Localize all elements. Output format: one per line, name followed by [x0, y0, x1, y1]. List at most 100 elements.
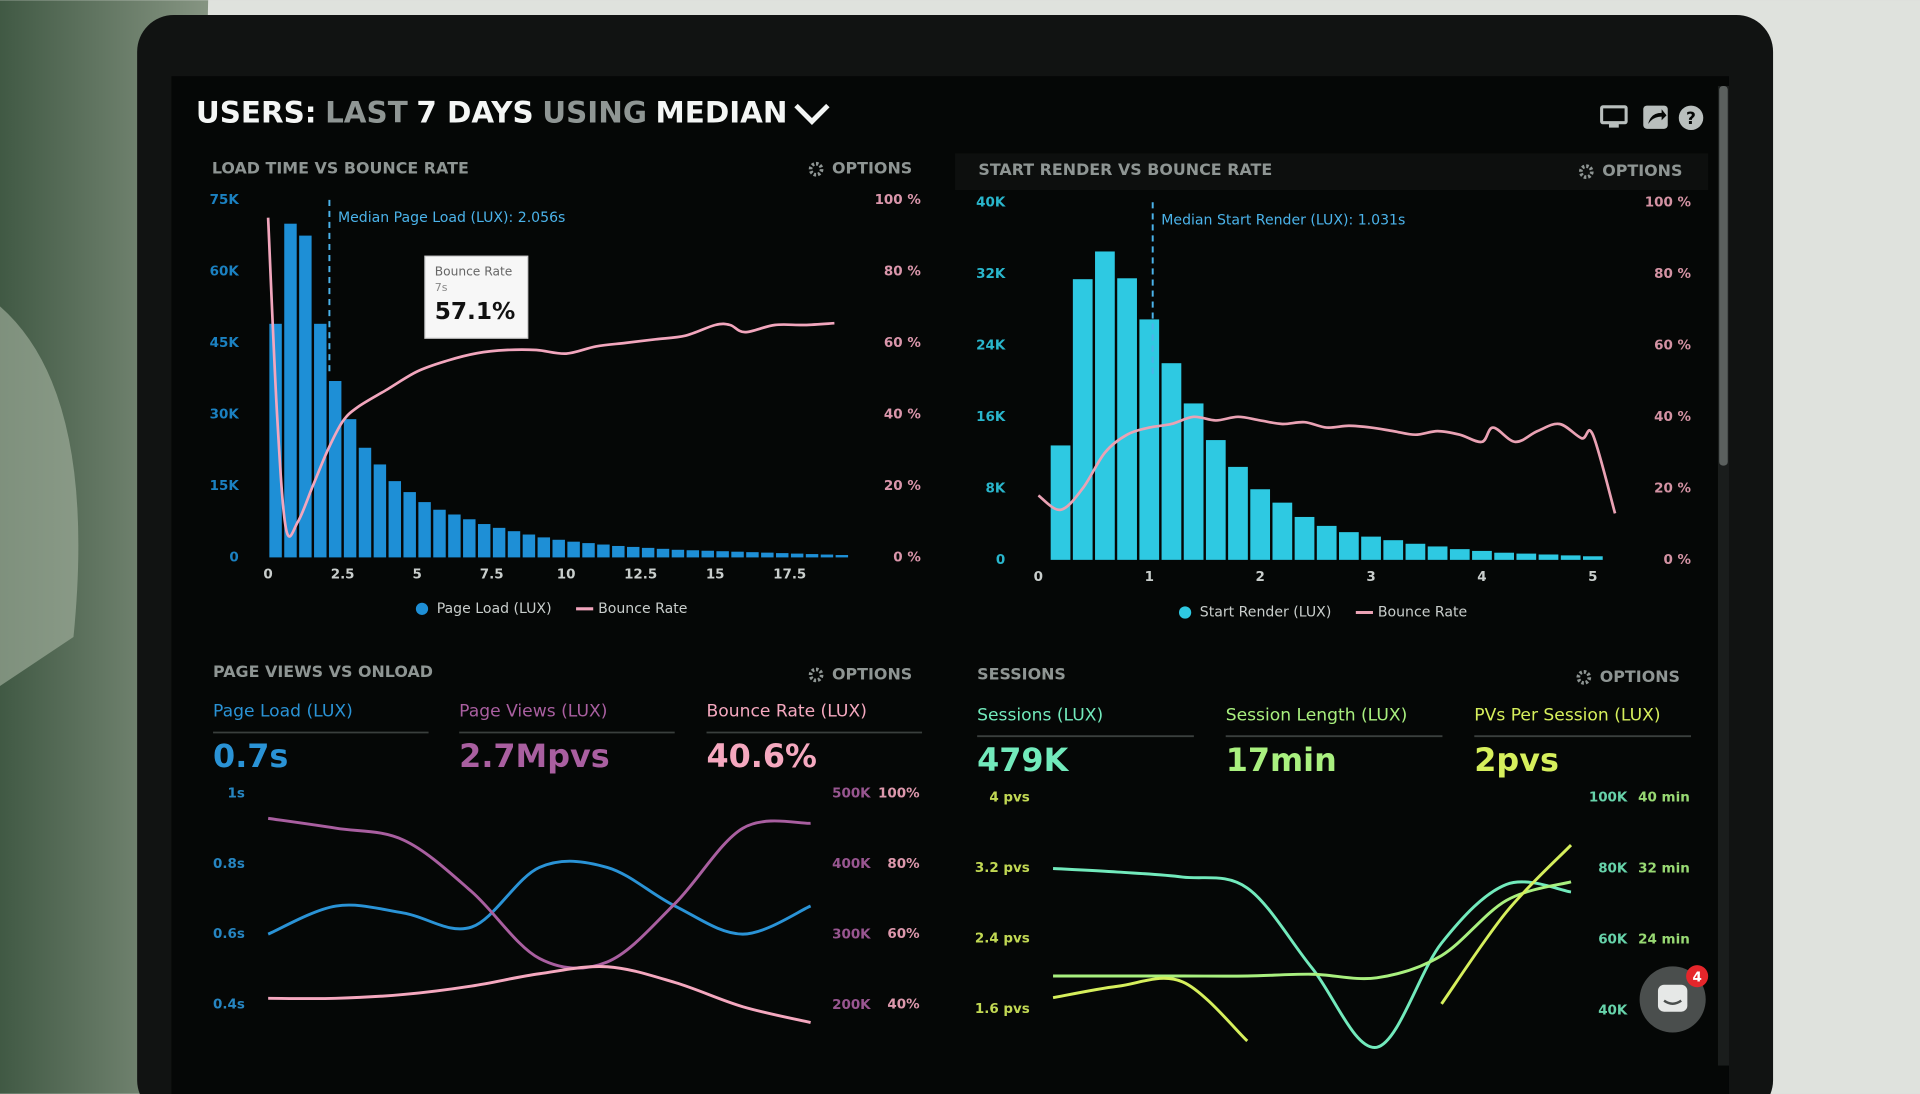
- y2-tick-label: 100 %: [1645, 195, 1692, 210]
- tooltip-box: [424, 255, 529, 339]
- options-button[interactable]: OPTIONS: [1602, 161, 1682, 180]
- options-button[interactable]: OPTIONS: [832, 664, 912, 683]
- kpi-value: 0.7s: [213, 737, 288, 775]
- histogram-bar: [746, 552, 759, 558]
- histogram-bar: [1538, 554, 1559, 560]
- kpi-label: Sessions (LUX): [977, 705, 1103, 725]
- screen: [171, 76, 1729, 1094]
- histogram-bar: [358, 447, 372, 558]
- histogram-bar: [269, 323, 282, 558]
- options-button[interactable]: OPTIONS: [832, 159, 912, 178]
- histogram-bar: [433, 509, 446, 558]
- histogram-bar: [1139, 319, 1160, 560]
- histogram-bar: [1427, 546, 1448, 560]
- kpi-label: Page Views (LUX): [459, 702, 607, 722]
- y-tick-label: 0: [229, 550, 238, 565]
- histogram-bar: [597, 544, 610, 558]
- help-glyph: ?: [1686, 109, 1696, 129]
- chat-badge: [1686, 965, 1709, 988]
- y-tick-label: 30K: [210, 407, 240, 422]
- histogram-bar: [686, 550, 700, 558]
- histogram-bar: [477, 524, 491, 558]
- histogram-bar: [284, 223, 297, 558]
- histogram-bar: [492, 527, 506, 558]
- y-tick-label: 16K: [976, 410, 1006, 425]
- y3-tick-label: 40%: [887, 997, 920, 1012]
- options-gear-icon: [808, 161, 824, 177]
- y2-tick-label: 200K: [832, 998, 871, 1013]
- histogram-bar: [403, 492, 416, 558]
- histogram-bar: [835, 555, 849, 558]
- chart-panel: SESSIONS OPTIONS 4 pvs 3.2 pvs 2.4 pvs 1.6 pv…: [975, 664, 1692, 1049]
- x-tick-label: 10: [557, 568, 576, 583]
- histogram-bar: [1316, 525, 1337, 560]
- options-button[interactable]: OPTIONS: [1600, 667, 1680, 686]
- y-tick-label: 0: [996, 553, 1005, 568]
- y-tick-label: 1s: [228, 787, 245, 802]
- y3-tick-label: 60%: [887, 927, 920, 942]
- title-dropdown-chevron[interactable]: [794, 103, 830, 125]
- histogram-bar: [343, 419, 357, 558]
- header-title-part: USERS:: [196, 96, 317, 130]
- options-gear-icon: [1576, 670, 1592, 685]
- series-line: [268, 965, 811, 1024]
- desktop-icon[interactable]: [1600, 105, 1628, 125]
- y2-tick-label: 60 %: [1654, 338, 1691, 353]
- help-icon[interactable]: [1678, 105, 1704, 131]
- chat-badge-count: 4: [1692, 970, 1701, 985]
- x-tick-label: 0: [263, 568, 272, 583]
- y-tick-label: 75K: [210, 193, 240, 208]
- scrollbar-thumb[interactable]: [1719, 85, 1728, 466]
- y-tick-label: 8K: [986, 481, 1006, 496]
- y-tick-label: 15K: [210, 479, 240, 494]
- header: USERS: LAST 7 DAYS USING MEDIAN: [196, 96, 830, 130]
- desktop-icon-stand: [1608, 123, 1619, 128]
- y2-tick-label: 80 %: [1654, 267, 1691, 282]
- y2-tick-label: 100K: [1589, 790, 1628, 805]
- series-line: [267, 859, 812, 936]
- tooltip-title: Bounce Rate: [435, 265, 513, 279]
- legend-label: Bounce Rate: [598, 601, 687, 617]
- histogram-bar: [656, 548, 670, 558]
- scrollbar-track: [1717, 85, 1729, 1066]
- histogram-bar: [448, 514, 461, 558]
- legend-label: Bounce Rate: [1378, 605, 1467, 621]
- histogram-bar: [1494, 552, 1515, 560]
- histogram-bar: [671, 549, 685, 558]
- y-tick-label: 32K: [976, 267, 1006, 282]
- kpi-label: PVs Per Session (LUX): [1474, 705, 1660, 725]
- histogram-bar: [463, 519, 476, 558]
- histogram-bar: [1516, 553, 1537, 560]
- chat-icon-smile: [1663, 999, 1682, 1005]
- header-icons: ?: [1600, 105, 1704, 131]
- series-line: [1052, 844, 1573, 1043]
- x-tick-label: 5: [412, 568, 421, 583]
- x-tick-label: 12.5: [624, 568, 657, 583]
- x-tick-label: 2.5: [331, 568, 355, 583]
- histogram-bar: [1095, 251, 1115, 560]
- chat-widget[interactable]: 4: [1639, 965, 1709, 1033]
- histogram-bar: [1250, 489, 1271, 560]
- y3-tick-label: 40 min: [1638, 790, 1690, 805]
- y2-tick-label: 0 %: [1663, 553, 1691, 568]
- x-tick-label: 3: [1366, 570, 1375, 585]
- y2-tick-label: 80K: [1598, 861, 1628, 876]
- histogram-bar: [761, 552, 774, 558]
- histogram-bar: [626, 546, 640, 558]
- histogram-bar: [701, 550, 714, 558]
- histogram-bar: [1183, 403, 1204, 560]
- y-tick-label: 1.6 pvs: [975, 1002, 1030, 1017]
- y2-tick-label: 100 %: [875, 193, 922, 208]
- options-gear-icon: [808, 667, 824, 683]
- y2-tick-label: 60 %: [884, 336, 921, 351]
- y2-tick-label: 40K: [1598, 1004, 1628, 1019]
- y2-tick-label: 20 %: [1654, 481, 1691, 496]
- y-tick-label: 4 pvs: [989, 790, 1029, 805]
- histogram-bar: [1228, 466, 1248, 560]
- legend-swatch: [1178, 606, 1192, 619]
- histogram-bar: [1472, 550, 1492, 560]
- charts: LOAD TIME VS BOUNCE RATE OPTIONS015K30K45…: [210, 159, 1692, 1049]
- y-tick-label: 3.2 pvs: [975, 861, 1030, 876]
